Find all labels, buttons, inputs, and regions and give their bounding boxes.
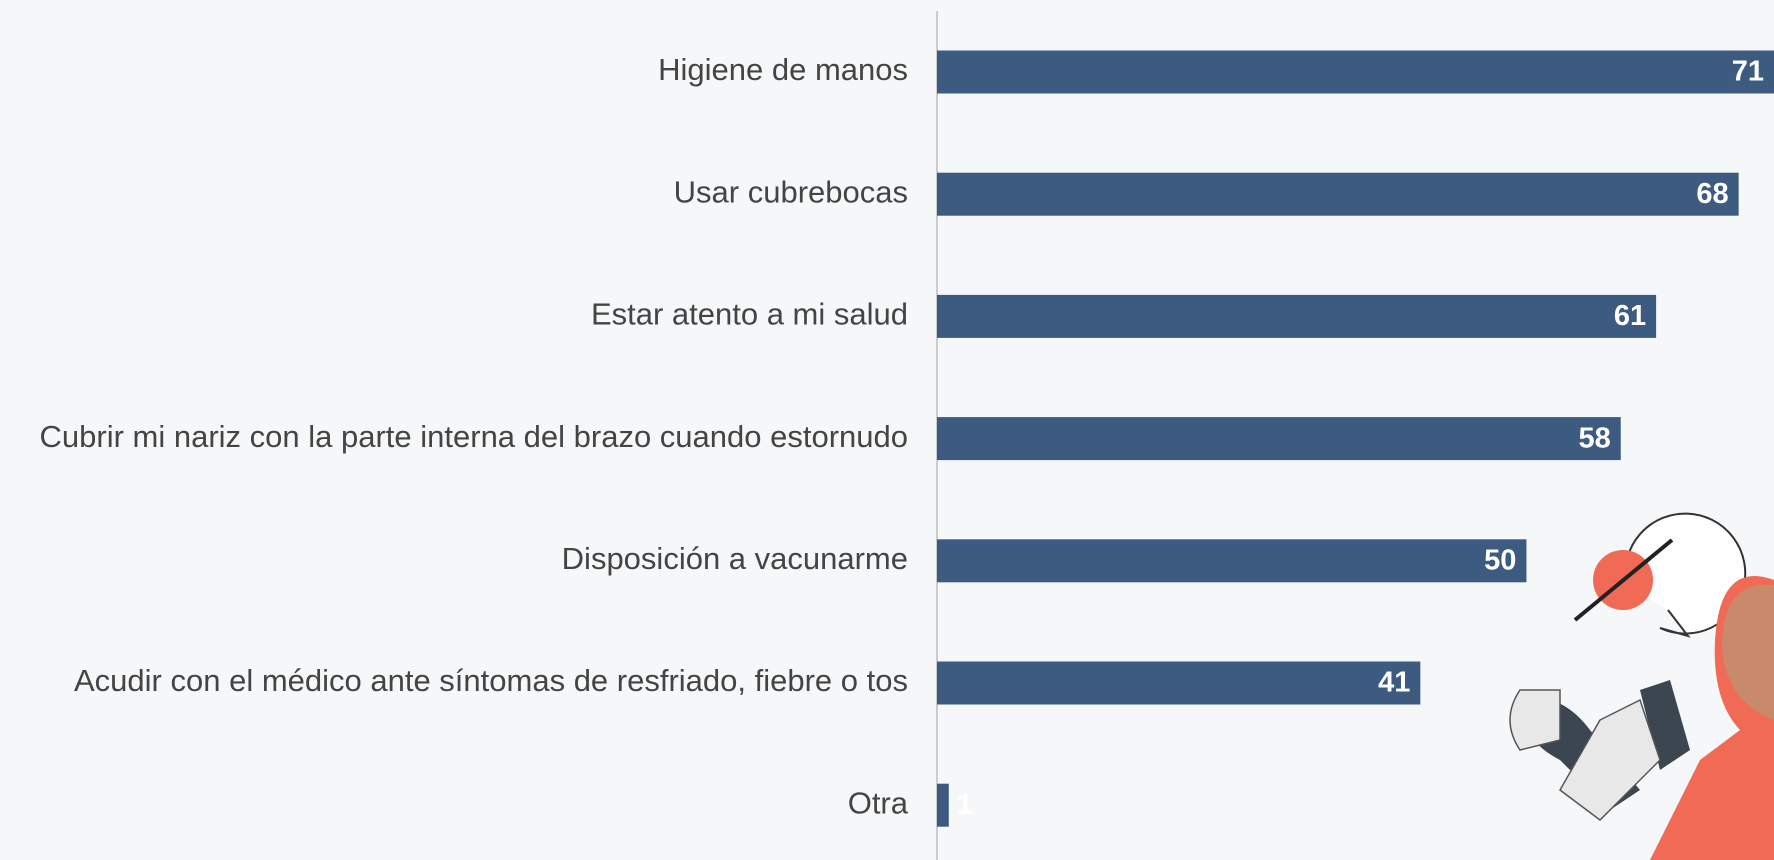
glove xyxy=(1640,680,1690,770)
category-label: Higiene de manos xyxy=(658,52,908,87)
bar xyxy=(937,661,1421,705)
bar xyxy=(937,783,949,827)
cloth xyxy=(1509,689,1561,751)
category-label: Disposición a vacunarme xyxy=(562,541,908,576)
value-label: 58 xyxy=(1578,422,1610,454)
value-label: 71 xyxy=(1732,56,1764,88)
bar xyxy=(937,294,1657,338)
category-label: Otra xyxy=(848,785,909,820)
category-label: Estar atento a mi salud xyxy=(591,297,908,332)
value-label: 41 xyxy=(1378,667,1410,699)
value-label: 1 xyxy=(957,789,973,821)
bar xyxy=(937,50,1774,94)
person-face xyxy=(1722,584,1774,720)
bar xyxy=(937,172,1739,216)
value-label: 61 xyxy=(1614,300,1646,332)
bar xyxy=(937,417,1621,461)
value-label: 50 xyxy=(1484,544,1516,576)
category-label: Acudir con el médico ante síntomas de re… xyxy=(74,663,908,698)
spray-bottle xyxy=(1559,698,1661,821)
cross-line xyxy=(1573,538,1674,622)
speech-bubble xyxy=(1624,512,1747,638)
illustration xyxy=(1509,512,1774,860)
value-label: 68 xyxy=(1696,178,1728,210)
category-label: Cubrir mi nariz con la parte interna del… xyxy=(40,419,908,454)
category-label: Usar cubrebocas xyxy=(674,174,908,209)
bar xyxy=(937,539,1527,583)
